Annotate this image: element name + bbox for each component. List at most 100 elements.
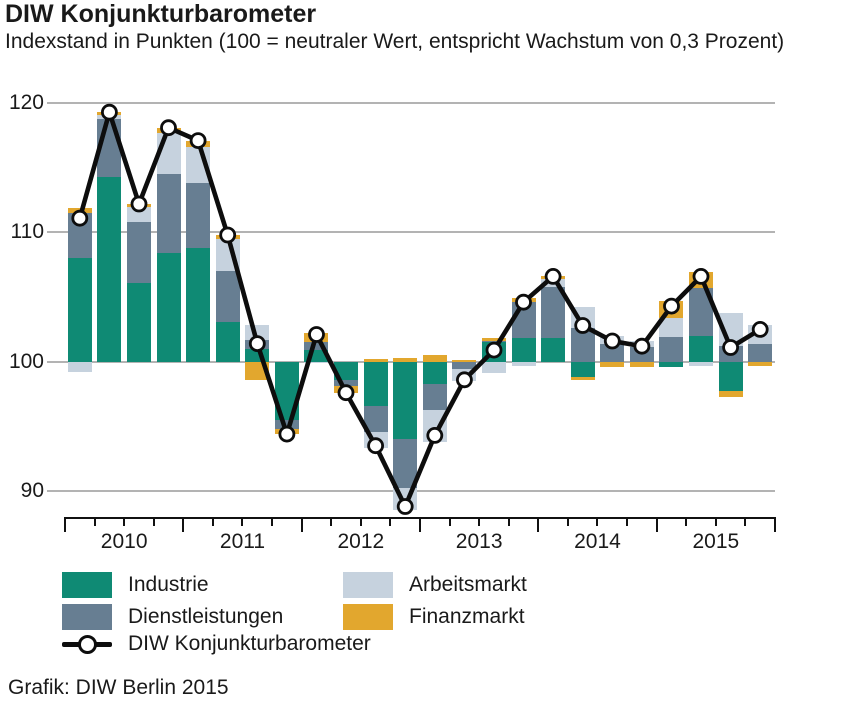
bar-segment-finanzmarkt	[570, 377, 595, 380]
legend-label: Dienstleistungen	[128, 605, 284, 628]
x-tick-quarter	[626, 518, 629, 526]
bar-segment-industrie	[481, 342, 506, 362]
bar-segment-finanzmarkt	[67, 207, 92, 213]
bar-segment-industrie	[67, 258, 92, 362]
bar-segment-finanzmarkt	[452, 360, 477, 362]
bar-segment-dienstleistungen	[659, 337, 684, 362]
bar-segment-dienstleistungen	[304, 342, 329, 351]
x-tick-quarter	[448, 518, 451, 526]
x-tick-year	[418, 518, 421, 532]
bar-segment-dienstleistungen	[511, 302, 536, 339]
industrie-swatch	[62, 572, 112, 598]
bar-segment-industrie	[393, 361, 418, 440]
bar-segment-arbeitsmarkt	[541, 278, 566, 287]
x-year-label: 2011	[219, 529, 266, 553]
legend-label: Industrie	[128, 573, 209, 596]
bar-segment-industrie	[304, 350, 329, 362]
bar-segment-arbeitsmarkt	[570, 307, 595, 329]
chart-subtitle: Indexstand in Punkten (100 = neutraler W…	[5, 30, 785, 53]
bar-segment-industrie	[186, 247, 211, 362]
x-tick-year	[64, 518, 66, 532]
bar-segment-finanzmarkt	[363, 359, 388, 362]
bar-segment-finanzmarkt	[186, 140, 211, 148]
legend-label: Finanzmarkt	[409, 605, 525, 628]
bar-segment-finanzmarkt	[126, 203, 151, 207]
bar-segment-finanzmarkt	[689, 272, 714, 288]
chart-title: DIW Konjunkturbarometer	[5, 0, 317, 28]
bar-segment-arbeitsmarkt	[126, 206, 151, 223]
x-year-label: 2014	[574, 529, 621, 553]
dienstleistungen-swatch	[62, 604, 112, 630]
bar-segment-finanzmarkt	[215, 234, 240, 239]
x-tick-quarter	[714, 518, 717, 526]
bar-segment-industrie	[363, 361, 388, 406]
y-tick-label: 120	[8, 91, 44, 115]
x-tick-quarter	[744, 518, 747, 526]
bar-segment-industrie	[97, 176, 122, 362]
x-tick-year	[655, 518, 658, 532]
bar-segment-industrie	[659, 361, 684, 367]
x-tick-quarter	[93, 518, 96, 526]
bar-segment-dienstleistungen	[393, 439, 418, 489]
bar-segment-dienstleistungen	[452, 361, 477, 370]
bar-segment-dienstleistungen	[126, 222, 151, 283]
bar-segment-arbeitsmarkt	[304, 361, 329, 363]
bar-segment-dienstleistungen	[363, 405, 388, 432]
x-year-label: 2015	[692, 529, 740, 553]
bar-segment-arbeitsmarkt	[393, 488, 418, 511]
x-tick-year	[537, 518, 540, 532]
x-axis-line	[64, 516, 776, 519]
bar-segment-finanzmarkt	[245, 361, 270, 380]
bar-segment-arbeitsmarkt	[97, 114, 122, 119]
x-tick-quarter	[211, 518, 214, 526]
arbeitsmarkt-swatch	[343, 572, 393, 598]
bar-segment-dienstleistungen	[215, 271, 240, 322]
bar-segment-arbeitsmarkt	[629, 341, 654, 348]
bar-segment-finanzmarkt	[511, 298, 536, 303]
bar-segment-industrie	[245, 348, 270, 362]
bar-segment-finanzmarkt	[718, 391, 743, 397]
barometer-line	[77, 104, 763, 513]
bar-segment-industrie	[689, 335, 714, 362]
bar-segment-dienstleistungen	[570, 328, 595, 362]
x-tick-year	[300, 518, 303, 532]
x-tick-quarter	[330, 518, 333, 526]
x-tick-quarter	[566, 518, 569, 526]
bar-segment-industrie	[156, 253, 181, 362]
bar-segment-dienstleistungen	[274, 419, 299, 429]
bar-segment-arbeitsmarkt	[718, 312, 743, 347]
bar-segment-arbeitsmarkt	[186, 147, 211, 184]
x-tick-year	[182, 518, 185, 532]
gridline-120	[47, 102, 775, 105]
bar-segment-industrie	[126, 282, 151, 362]
x-tick-quarter	[389, 518, 392, 526]
legend-label: DIW Konjunkturbarometer	[128, 632, 371, 655]
bar-segment-industrie	[334, 361, 359, 380]
bar-segment-finanzmarkt	[97, 112, 122, 115]
bar-segment-finanzmarkt	[481, 338, 506, 341]
x-tick-quarter	[507, 518, 510, 526]
bar-segment-dienstleistungen	[600, 343, 625, 362]
x-tick-quarter	[241, 518, 244, 526]
bar-segment-dienstleistungen	[186, 183, 211, 248]
legend-label: Arbeitsmarkt	[409, 573, 527, 596]
bar-segment-dienstleistungen	[245, 339, 270, 349]
finanzmarkt-swatch	[343, 604, 393, 630]
bar-segment-finanzmarkt	[629, 361, 654, 367]
bar-segment-dienstleistungen	[748, 343, 773, 362]
x-tick-quarter	[478, 518, 481, 526]
bar-segment-arbeitsmarkt	[748, 325, 773, 344]
bar-segment-dienstleistungen	[97, 118, 122, 177]
x-year-label: 2012	[337, 529, 385, 553]
bar-segment-finanzmarkt	[541, 276, 566, 279]
bar-segment-industrie	[541, 338, 566, 362]
bar-segment-dienstleistungen	[481, 341, 506, 343]
y-tick-label: 90	[20, 479, 44, 502]
bar-segment-finanzmarkt	[748, 361, 773, 366]
x-tick-quarter	[685, 518, 688, 526]
x-tick-quarter	[359, 518, 362, 526]
bar-segment-dienstleistungen	[67, 213, 92, 259]
bar-segment-arbeitsmarkt	[422, 409, 447, 442]
bar-segment-arbeitsmarkt	[481, 361, 506, 374]
